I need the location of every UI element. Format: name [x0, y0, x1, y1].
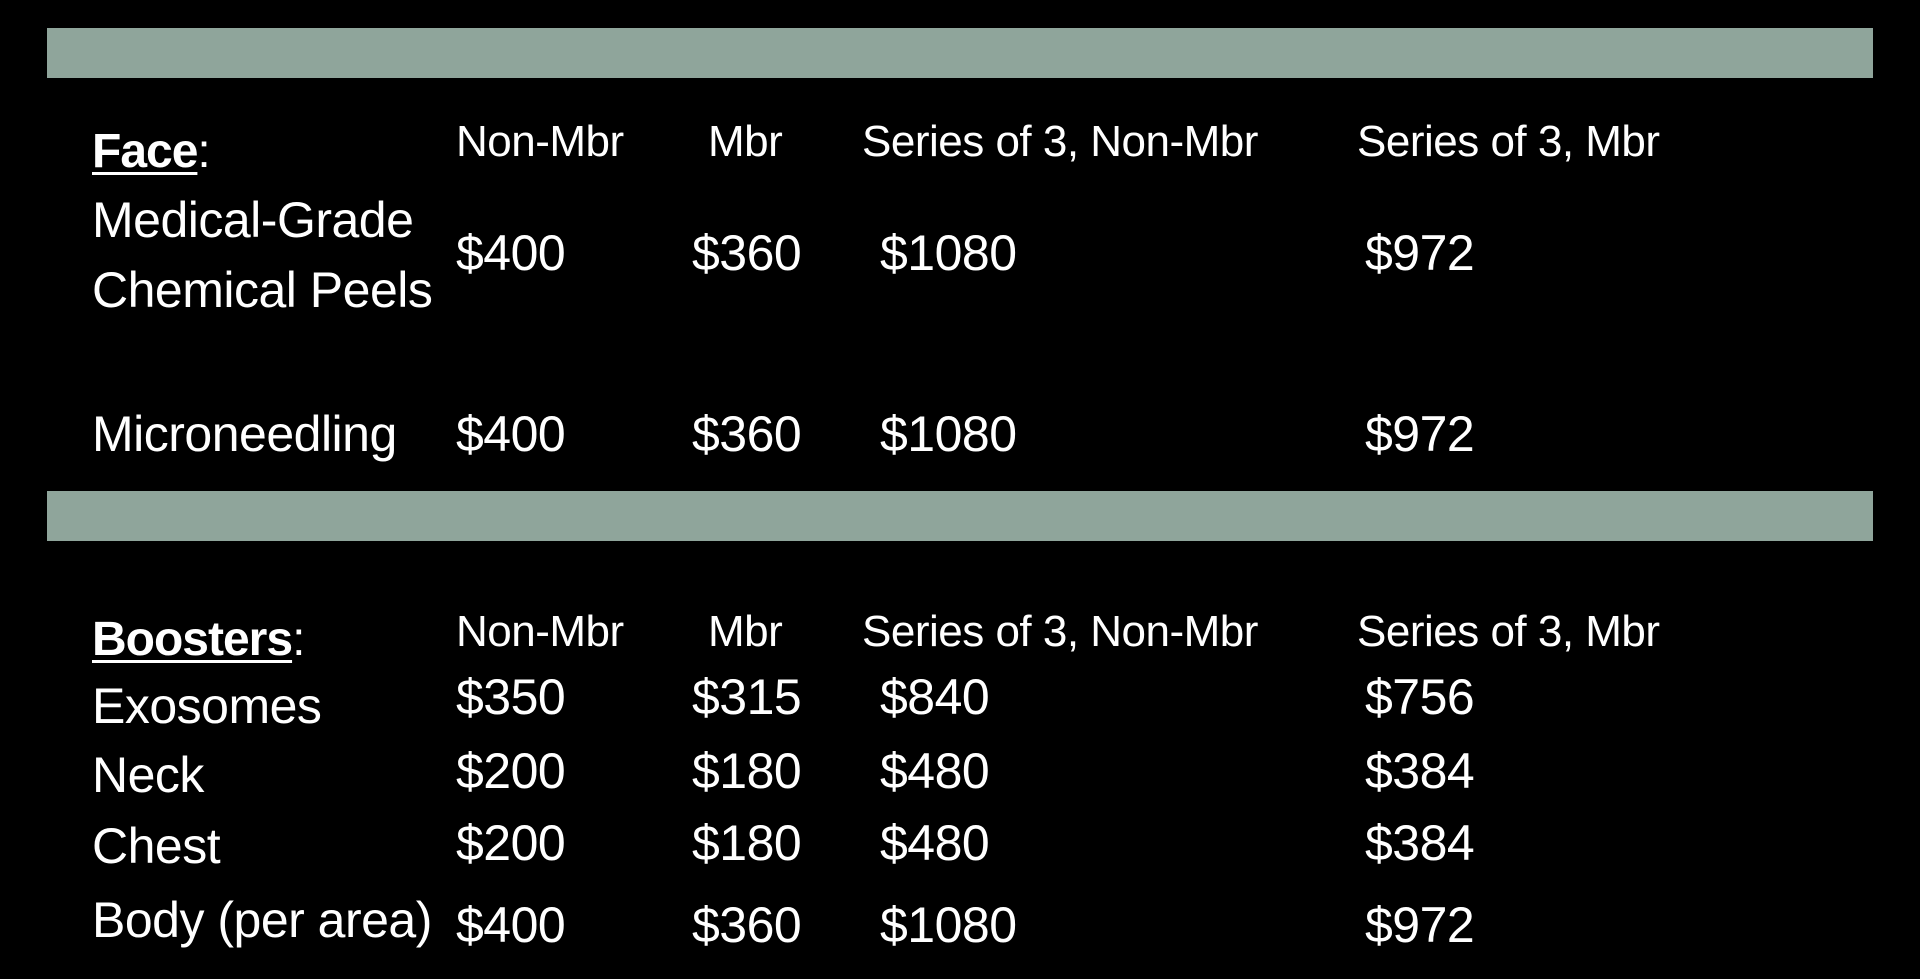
- price-series-non-mbr: $480: [880, 743, 990, 799]
- row-label: Exosomes: [92, 678, 322, 734]
- row-label: Neck: [92, 747, 204, 803]
- price-series-non-mbr: $1080: [880, 406, 1017, 462]
- price-non-mbr: $400: [456, 225, 566, 281]
- price-series-mbr: $972: [1365, 225, 1475, 281]
- price-mbr: $360: [692, 406, 802, 462]
- price-series-mbr: $384: [1365, 815, 1475, 871]
- price-mbr: $360: [692, 897, 802, 953]
- row-label: Chemical Peels: [92, 262, 433, 318]
- price-series-mbr: $972: [1365, 406, 1475, 462]
- price-series-non-mbr: $480: [880, 815, 990, 871]
- price-non-mbr: $400: [456, 406, 566, 462]
- price-non-mbr: $400: [456, 897, 566, 953]
- price-mbr: $180: [692, 743, 802, 799]
- face-col-non-mbr: Non-Mbr: [456, 117, 624, 166]
- price-series-mbr: $384: [1365, 743, 1475, 799]
- middle-divider-band: [47, 491, 1873, 541]
- price-mbr: $180: [692, 815, 802, 871]
- face-col-mbr: Mbr: [708, 117, 783, 166]
- boosters-col-non-mbr: Non-Mbr: [456, 607, 624, 656]
- face-section-title: Face:: [92, 125, 211, 178]
- row-label: Body (per area): [92, 892, 432, 948]
- price-series-non-mbr: $1080: [880, 225, 1017, 281]
- price-non-mbr: $200: [456, 743, 566, 799]
- row-label: Chest: [92, 818, 221, 874]
- row-label: Microneedling: [92, 406, 397, 462]
- face-col-series-non-mbr: Series of 3, Non-Mbr: [862, 117, 1258, 166]
- price-series-mbr: $972: [1365, 897, 1475, 953]
- boosters-col-series-non-mbr: Series of 3, Non-Mbr: [862, 607, 1258, 656]
- price-series-mbr: $756: [1365, 669, 1475, 725]
- boosters-col-series-mbr: Series of 3, Mbr: [1357, 607, 1660, 656]
- top-divider-band: [47, 28, 1873, 78]
- price-series-non-mbr: $1080: [880, 897, 1017, 953]
- boosters-col-mbr: Mbr: [708, 607, 783, 656]
- price-non-mbr: $350: [456, 669, 566, 725]
- price-non-mbr: $200: [456, 815, 566, 871]
- boosters-section-title: Boosters:: [92, 613, 305, 666]
- row-label: Medical-Grade: [92, 192, 414, 248]
- price-mbr: $315: [692, 669, 802, 725]
- price-series-non-mbr: $840: [880, 669, 990, 725]
- price-mbr: $360: [692, 225, 802, 281]
- face-col-series-mbr: Series of 3, Mbr: [1357, 117, 1660, 166]
